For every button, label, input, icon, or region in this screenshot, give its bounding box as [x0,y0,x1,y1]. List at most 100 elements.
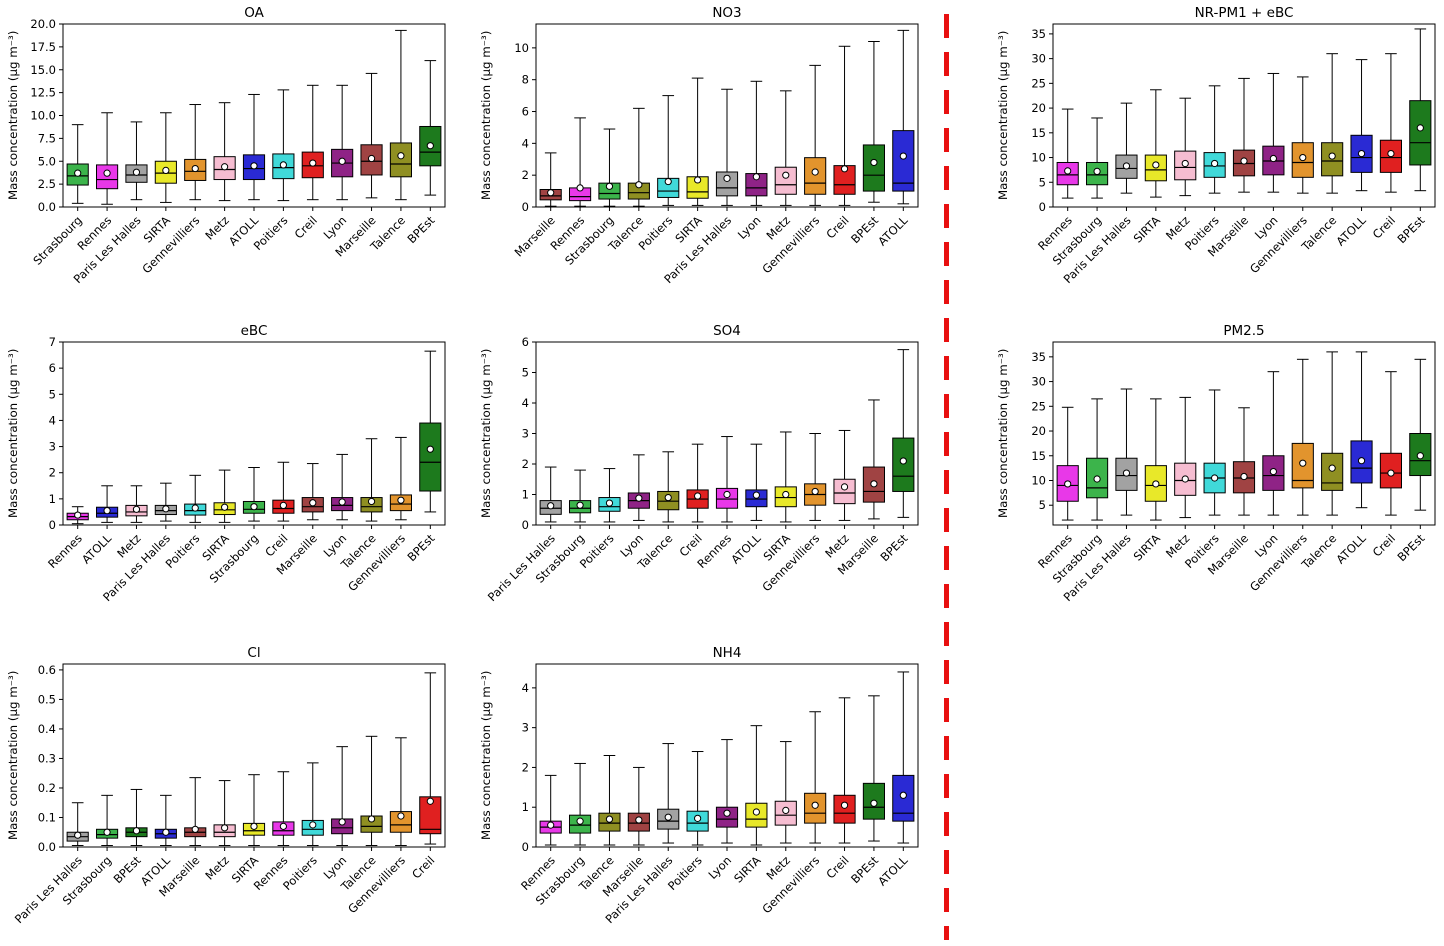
chart-title-no3: NO3 [712,5,742,21]
svg-text:Creil: Creil [823,853,851,881]
svg-text:17.5: 17.5 [30,40,56,54]
svg-text:Rennes: Rennes [45,531,85,571]
svg-text:5: 5 [49,387,56,401]
svg-text:30: 30 [1031,375,1046,389]
svg-text:1: 1 [522,800,529,814]
svg-text:35: 35 [1031,350,1046,364]
svg-text:1: 1 [49,492,56,506]
svg-text:2: 2 [522,760,529,774]
svg-text:0.5: 0.5 [38,692,56,706]
red-dashed-divider [944,14,949,940]
svg-text:SIRTA: SIRTA [1131,213,1164,246]
svg-text:15: 15 [1031,449,1046,463]
svg-text:25: 25 [1031,76,1046,90]
svg-text:0.2: 0.2 [38,781,56,795]
svg-text:20: 20 [1031,424,1046,438]
box-plot-oa: 0.02.55.07.510.012.515.017.520.0Strasbou… [30,17,446,286]
svg-text:5.0: 5.0 [38,154,56,168]
svg-text:SIRTA: SIRTA [731,853,764,886]
svg-text:2: 2 [49,466,56,480]
svg-text:BPEst: BPEst [877,531,910,564]
svg-text:2: 2 [522,168,529,182]
svg-text:8: 8 [522,73,529,87]
chart-title-pm25: PM2.5 [1223,323,1265,339]
svg-text:0: 0 [1039,200,1046,214]
svg-text:5: 5 [1039,498,1046,512]
chart-title-ebc: eBC [240,323,268,339]
svg-text:Lyon: Lyon [705,853,734,882]
svg-text:3: 3 [522,427,529,441]
svg-text:20.0: 20.0 [30,17,56,31]
box-plot-no3: 0246810MarseilleRennesStrasbourgTalenceP… [512,23,919,286]
svg-text:SIRTA: SIRTA [1131,531,1164,564]
svg-text:0.0: 0.0 [38,840,56,854]
svg-text:7: 7 [49,335,56,349]
svg-text:10.0: 10.0 [30,109,56,123]
chart-title-oa: OA [244,5,264,21]
chart-panel-no3: NO3 Mass concentration (µg m⁻³) 0 2 4 6 8 10 M… [478,4,923,302]
svg-text:0: 0 [49,518,56,532]
svg-text:Creil: Creil [1370,531,1398,559]
box-plot-nh4: 01234RennesStrasbourgTalenceMarseillePar… [518,663,919,926]
svg-text:6: 6 [522,335,529,349]
svg-text:BPEst: BPEst [1394,213,1427,246]
svg-text:Creil: Creil [409,853,437,881]
chart-panel-nrpm1-ebc: NR-PM1 + eBC Mass concentration (µg m⁻³)… [995,4,1440,302]
svg-text:0.3: 0.3 [38,751,56,765]
svg-text:ATOLL: ATOLL [875,853,911,889]
chart-panel-pm25: PM2.5 Mass concentration (µg m⁻³) 5 10 15 2… [995,322,1440,620]
svg-text:2: 2 [522,457,529,471]
svg-text:0.0: 0.0 [38,200,56,214]
chart-title-nrpm1-ebc: NR-PM1 + eBC [1194,5,1294,21]
svg-text:1: 1 [522,488,529,502]
svg-text:ATOLL: ATOLL [875,213,911,249]
svg-text:BPEst: BPEst [404,531,437,564]
svg-text:Marseille: Marseille [512,213,558,259]
chart-title-cl: Cl [247,645,261,661]
chart-panel-nh4: NH4 Mass concentration (µg m⁻³) 0 1 2 3 4 Ren… [478,644,923,942]
svg-text:4: 4 [522,681,529,695]
svg-text:6: 6 [49,361,56,375]
svg-text:30: 30 [1031,52,1046,66]
svg-text:5: 5 [1039,175,1046,189]
svg-text:5: 5 [522,366,529,380]
svg-text:Creil: Creil [1370,213,1398,241]
svg-text:3: 3 [522,721,529,735]
svg-text:2.5: 2.5 [38,177,56,191]
svg-text:4: 4 [522,136,529,150]
svg-text:0: 0 [522,518,529,532]
svg-text:15.0: 15.0 [30,63,56,77]
svg-text:0: 0 [522,840,529,854]
svg-text:4: 4 [522,396,529,410]
svg-text:BPEst: BPEst [1394,531,1427,564]
svg-text:15: 15 [1031,126,1046,140]
chart-panel-oa: OA Mass concentration (µg m⁻³) 0.0 2.5 5.0… [5,4,450,302]
svg-text:Metz: Metz [202,853,231,882]
svg-text:20: 20 [1031,101,1046,115]
svg-text:0.4: 0.4 [38,722,56,736]
chart-title-so4: SO4 [713,323,741,339]
svg-text:BPEst: BPEst [404,213,437,246]
svg-text:3: 3 [49,440,56,454]
svg-text:12.5: 12.5 [30,86,56,100]
svg-text:0: 0 [522,200,529,214]
svg-text:ATOLL: ATOLL [1333,531,1369,567]
svg-text:7.5: 7.5 [38,131,56,145]
svg-text:0.6: 0.6 [38,663,56,677]
svg-text:ATOLL: ATOLL [1333,213,1369,249]
svg-text:35: 35 [1031,27,1046,41]
svg-text:ATOLL: ATOLL [728,531,764,567]
svg-text:Creil: Creil [292,213,320,241]
chart-panel-cl: Cl Mass concentration (µg m⁻³) 0.0 0.1 0.2… [5,644,450,942]
svg-text:10: 10 [1031,473,1046,487]
svg-text:10: 10 [514,41,529,55]
svg-text:ATOLL: ATOLL [79,531,115,567]
svg-text:6: 6 [522,105,529,119]
